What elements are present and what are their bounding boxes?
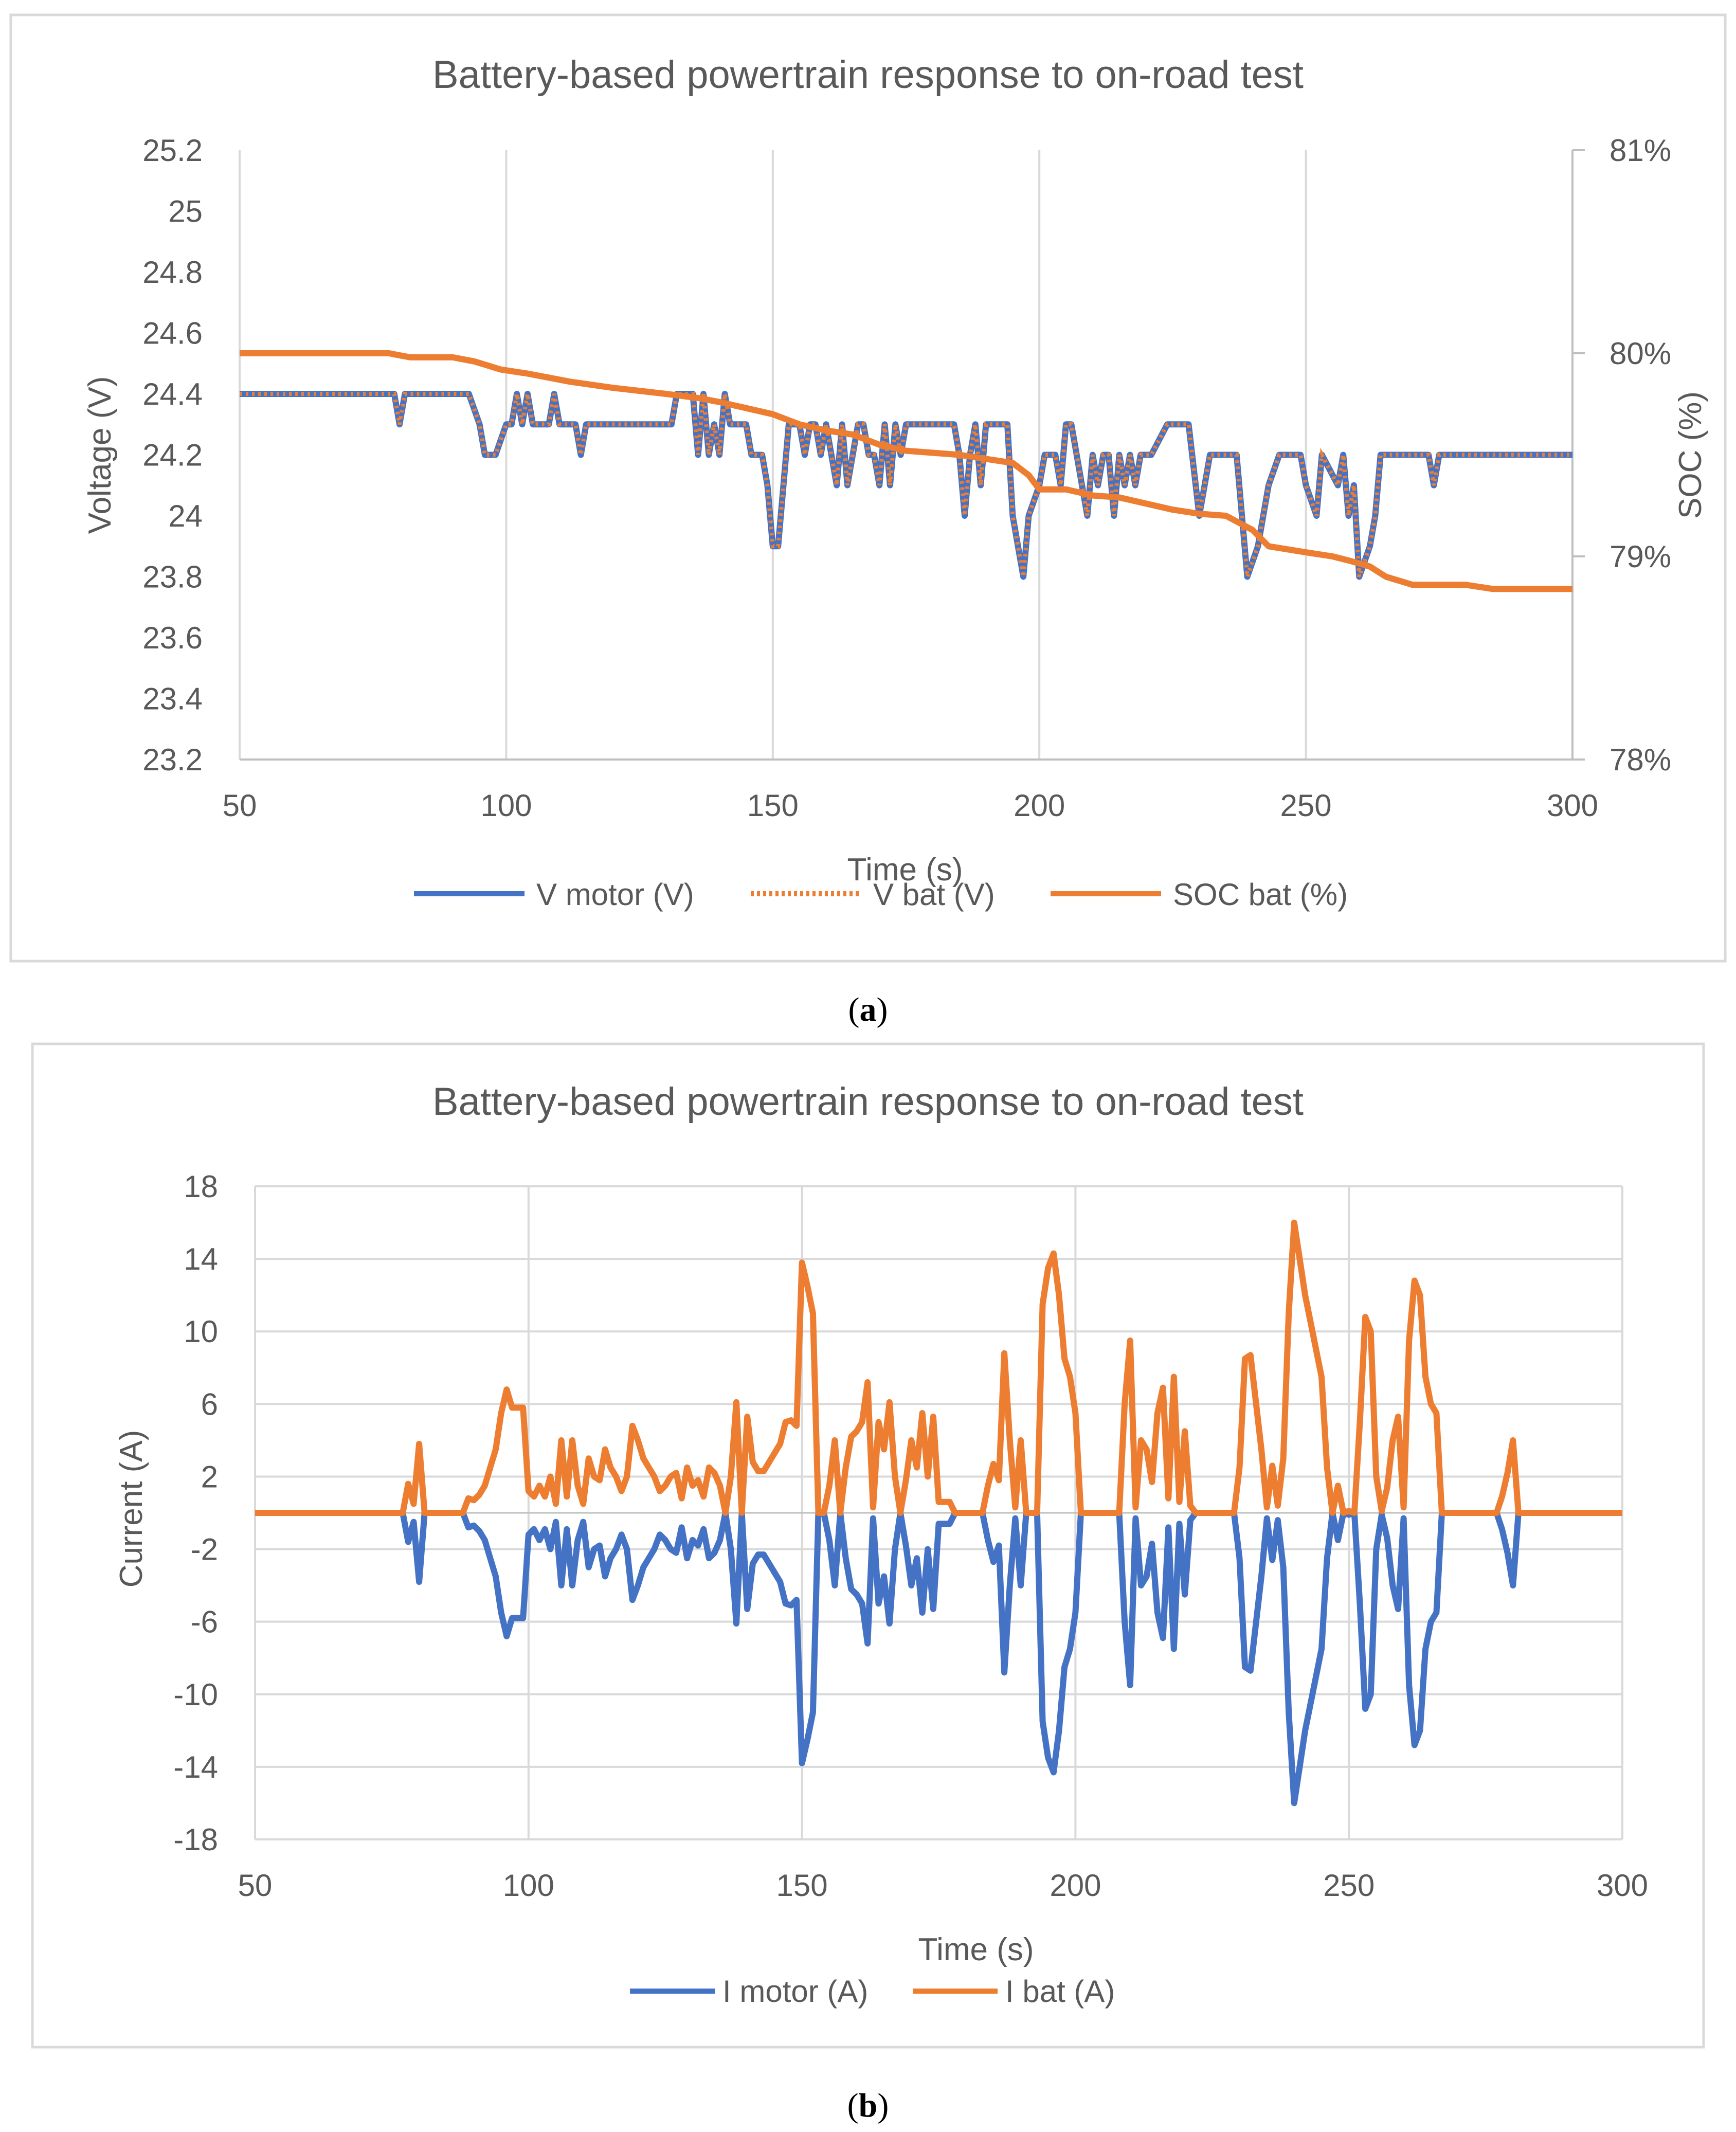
y-tick-label: 24.2 xyxy=(142,438,203,473)
y-tick-label: 18 xyxy=(184,1169,218,1204)
chart-title: Battery-based powertrain response to on-… xyxy=(432,1080,1304,1124)
y-tick-label: 14 xyxy=(184,1242,218,1276)
x-tick-label: 150 xyxy=(747,788,799,823)
y-tick-label: -18 xyxy=(173,1822,218,1857)
legend: I motor (A) I bat (A) xyxy=(630,1974,1115,2009)
y-tick-label: 24 xyxy=(168,499,203,533)
chart-title: Battery-based powertrain response to on-… xyxy=(432,53,1304,97)
gridlines xyxy=(254,1185,1623,1840)
y-axis-label: Voltage (V) xyxy=(82,376,118,534)
x-tick-label: 100 xyxy=(480,788,532,823)
x-tick-label: 50 xyxy=(223,788,257,823)
caption-b: (b) xyxy=(847,2087,889,2124)
x-tick-label: 250 xyxy=(1280,788,1332,823)
chart-panel-current: Battery-based powertrain response to on-… xyxy=(31,1042,1705,2049)
y-tick-labels: -18 -14 -10 -6 -2 2 6 10 14 18 xyxy=(173,1169,218,1857)
x-tick-labels: 50 100 150 200 250 300 xyxy=(238,1868,1648,1903)
legend: V motor (V) V bat (V) SOC bat (%) xyxy=(414,877,1348,912)
y-tick-label: 2 xyxy=(201,1459,218,1494)
series-line-soc-bat xyxy=(240,350,1572,592)
y-tick-label: 25.2 xyxy=(142,133,203,168)
chart-frame xyxy=(9,13,1727,963)
x-tick-label: 150 xyxy=(776,1868,828,1903)
y-tick-label: 23.2 xyxy=(142,743,203,777)
x-tick-label: 200 xyxy=(1014,788,1065,823)
y2-tick-labels: 78% 79% 80% 81% xyxy=(1610,133,1671,777)
x-tick-label: 50 xyxy=(238,1868,273,1903)
legend-label-v-bat: V bat (V) xyxy=(873,877,995,912)
caption-b-letter: b xyxy=(859,2087,878,2124)
legend-label-i-motor: I motor (A) xyxy=(722,1974,868,2009)
y-tick-label: 24.4 xyxy=(142,377,203,411)
x-tick-label: 100 xyxy=(503,1868,554,1903)
y-tick-label: 6 xyxy=(201,1387,218,1421)
y2-axis-label: SOC (%) xyxy=(1673,391,1708,519)
x-tick-label: 200 xyxy=(1050,1868,1101,1903)
legend-label-v-motor: V motor (V) xyxy=(536,877,694,912)
x-tick-labels: 50 100 150 200 250 300 xyxy=(223,788,1598,823)
y-tick-label: -10 xyxy=(173,1677,218,1712)
y-tick-label: 23.6 xyxy=(142,621,203,655)
y2-tick-label: 81% xyxy=(1610,133,1671,168)
series-lines xyxy=(240,350,1572,592)
y-tick-label: 25 xyxy=(168,194,203,229)
series-line-v-bat xyxy=(240,392,1572,577)
x-tick-label: 300 xyxy=(1547,788,1598,823)
y-tick-label: -14 xyxy=(173,1750,218,1784)
series-line-i-bat xyxy=(255,1219,1622,1516)
series-lines xyxy=(255,1219,1622,1806)
y-tick-label: 24.6 xyxy=(142,316,203,351)
y-tick-label: -6 xyxy=(191,1605,218,1639)
legend-label-soc-bat: SOC bat (%) xyxy=(1173,877,1348,912)
chart-frame xyxy=(31,1042,1705,2049)
y-tick-label: 24.8 xyxy=(142,255,203,290)
y-tick-labels: 23.2 23.4 23.6 23.8 24 24.2 24.4 24.6 24.8 25 25.2 xyxy=(142,133,203,777)
y-axis-label: Current (A) xyxy=(114,1430,149,1588)
x-axis-label: Time (s) xyxy=(847,852,963,888)
y-tick-label: 10 xyxy=(184,1314,218,1349)
caption-a-letter: a xyxy=(860,991,877,1028)
y2-tick-label: 80% xyxy=(1610,336,1671,371)
x-axis-label: Time (s) xyxy=(918,1932,1034,1967)
chart-panel-voltage: Battery-based powertrain response to on-… xyxy=(9,13,1727,963)
legend-label-i-bat: I bat (A) xyxy=(1005,1974,1115,2009)
y-tick-label: -2 xyxy=(191,1532,218,1567)
x-tick-label: 300 xyxy=(1597,1868,1648,1903)
y-tick-label: 23.4 xyxy=(142,682,203,716)
y-tick-label: 23.8 xyxy=(142,560,203,594)
y2-tick-label: 78% xyxy=(1610,743,1671,777)
x-tick-label: 250 xyxy=(1323,1868,1375,1903)
caption-a: (a) xyxy=(848,991,888,1028)
y2-tick-label: 79% xyxy=(1610,539,1671,574)
